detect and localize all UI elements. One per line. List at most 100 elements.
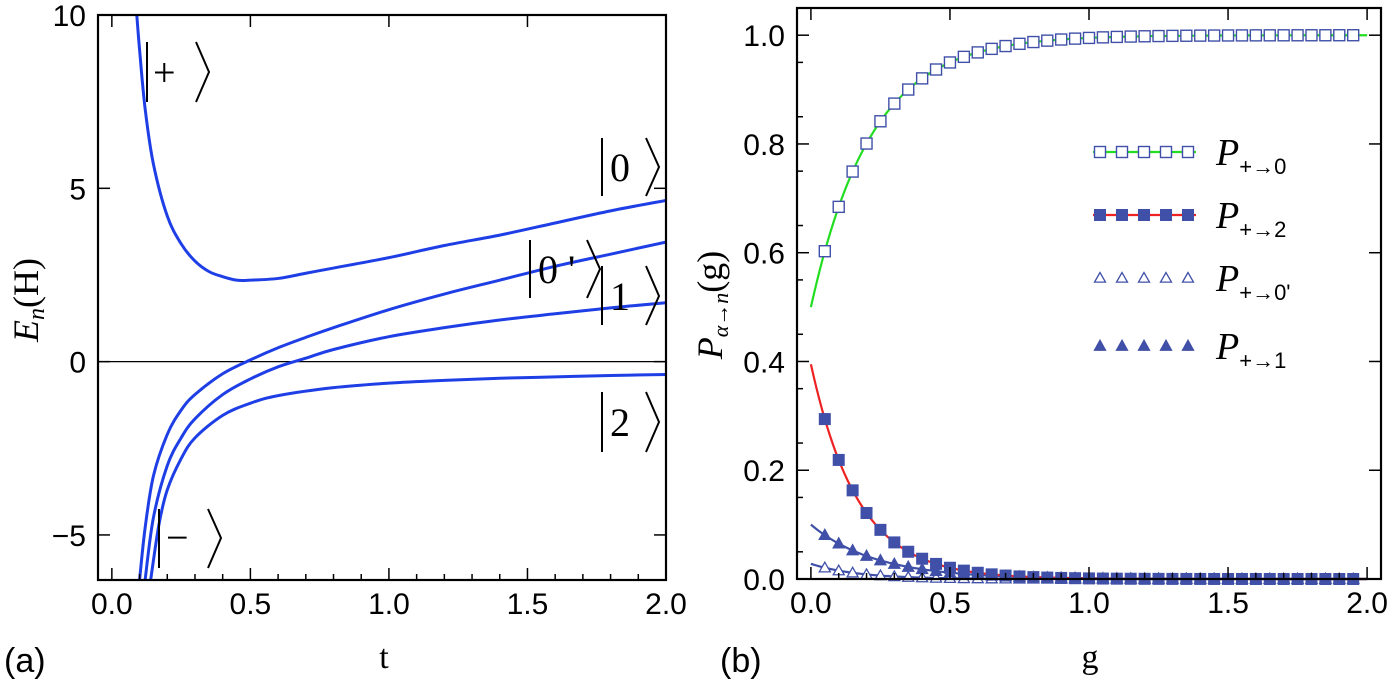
a-xtick-label: 1.5 xyxy=(507,588,549,621)
legend-label: P+→0' xyxy=(1215,258,1291,305)
data-point xyxy=(1041,34,1054,47)
b-ytick-label: 1.0 xyxy=(743,20,785,53)
a-ytick-label: 5 xyxy=(69,173,86,206)
data-point xyxy=(1207,29,1221,42)
b-xtick-label: 2.0 xyxy=(1346,587,1388,620)
panel-a-ylabel: En(H) xyxy=(6,258,50,343)
legend-marker xyxy=(1181,338,1195,351)
ket-zero-prime: 0 ' xyxy=(529,239,602,299)
data-point xyxy=(1194,29,1207,42)
markers-filled-square xyxy=(818,413,1360,585)
data-point xyxy=(1305,29,1318,42)
markers-open-square xyxy=(818,29,1360,258)
panel-b-ticks: 0.0 0.5 1.0 1.5 2.0 0.0 0.2 0.4 0.6 0.8 1.0 xyxy=(743,7,1388,620)
b-ytick-label: 0.0 xyxy=(743,564,785,597)
panel-b-label: (b) xyxy=(720,642,762,680)
legend-entry-2: P+→0' xyxy=(1093,258,1291,305)
data-point xyxy=(1249,29,1263,42)
legend-marker xyxy=(1137,145,1151,159)
a-xtick-label: 2.0 xyxy=(645,588,687,621)
panel-b-xlabel: g xyxy=(1082,639,1099,676)
panel-b: 0.0 0.5 1.0 1.5 2.0 0.0 0.2 0.4 0.6 0.8 1.0 g Pα→n… xyxy=(690,6,1388,680)
data-point xyxy=(846,165,859,178)
legend-marker xyxy=(1181,145,1195,159)
data-point xyxy=(902,83,915,96)
panel-b-ylabel-main: P xyxy=(690,337,730,360)
legend-entry-3: P+→1 xyxy=(1093,326,1286,373)
data-point xyxy=(929,63,943,76)
a-ytick-label: −5 xyxy=(52,520,86,553)
legend-marker xyxy=(1116,209,1128,221)
energy-curve-2 xyxy=(143,301,666,580)
data-point xyxy=(846,484,859,497)
panel-a-ylabel-rest: (H) xyxy=(6,258,46,308)
b-ytick-label: 0.8 xyxy=(743,129,785,162)
energy-curve-3 xyxy=(149,372,666,580)
data-point xyxy=(887,556,901,569)
ket-zero-text: 0 xyxy=(610,145,630,190)
panel-a-plot xyxy=(98,15,666,580)
data-point xyxy=(1235,29,1249,42)
data-point xyxy=(818,560,832,573)
data-point xyxy=(1346,29,1360,42)
data-point xyxy=(860,137,873,150)
data-point xyxy=(902,545,915,558)
ket-two-text: 2 xyxy=(610,400,630,445)
b-ytick-label: 0.4 xyxy=(743,346,785,379)
data-point xyxy=(874,523,887,536)
data-point xyxy=(1013,570,1026,583)
legend-marker xyxy=(1182,209,1194,221)
data-point xyxy=(930,557,943,570)
legend-label: P+→0 xyxy=(1215,132,1286,179)
b-xtick-label: 0.0 xyxy=(790,587,832,620)
panel-a-ylabel-sub: n xyxy=(24,308,50,320)
legend-marker xyxy=(1115,271,1129,283)
energy-curve-0 xyxy=(135,15,666,282)
data-point xyxy=(971,46,984,59)
data-point xyxy=(860,506,873,519)
a-ytick-label: 0 xyxy=(69,347,86,380)
data-point xyxy=(845,565,860,578)
data-point xyxy=(888,97,901,110)
data-point xyxy=(1166,29,1179,43)
data-point xyxy=(1013,37,1026,51)
legend-marker xyxy=(1094,209,1106,221)
data-point xyxy=(874,115,887,128)
legend-marker xyxy=(1159,145,1173,159)
legend-marker xyxy=(1115,338,1129,351)
b-ytick-label: 0.6 xyxy=(743,238,785,271)
data-point xyxy=(1041,571,1054,584)
data-point xyxy=(832,453,845,466)
panel-b-ylabel-sub: α→n xyxy=(708,293,733,338)
data-point xyxy=(957,50,971,64)
panel-a-frame xyxy=(96,13,668,582)
legend-entry-0: P+→0 xyxy=(1093,132,1286,179)
data-point xyxy=(915,72,929,85)
legend-marker xyxy=(1093,338,1107,351)
data-point xyxy=(1096,31,1110,44)
data-point xyxy=(888,536,901,549)
data-point xyxy=(1068,32,1082,45)
data-point xyxy=(1319,29,1332,42)
a-xtick-label: 0.0 xyxy=(91,588,133,621)
legend-label: P+→2 xyxy=(1215,195,1286,242)
data-point xyxy=(1138,30,1151,43)
ket-zero-prime-text: 0 ' xyxy=(538,247,575,292)
legend-marker xyxy=(1093,145,1107,159)
data-point xyxy=(818,413,831,426)
panel-b-legend: P+→0 P+→2 P+→0' P+→1 xyxy=(1093,132,1291,373)
data-point xyxy=(818,245,832,258)
panel-a-xlabel: t xyxy=(379,639,389,676)
panel-a-ylabel-main: E xyxy=(6,320,46,343)
a-xtick-label: 0.5 xyxy=(230,588,272,621)
panel-b-plot xyxy=(809,29,1368,585)
data-point xyxy=(1263,29,1276,42)
ket-zero: 0 xyxy=(601,137,661,197)
data-point xyxy=(859,548,874,561)
data-point xyxy=(929,564,943,577)
data-point xyxy=(1277,29,1290,42)
legend-marker xyxy=(1181,271,1195,283)
